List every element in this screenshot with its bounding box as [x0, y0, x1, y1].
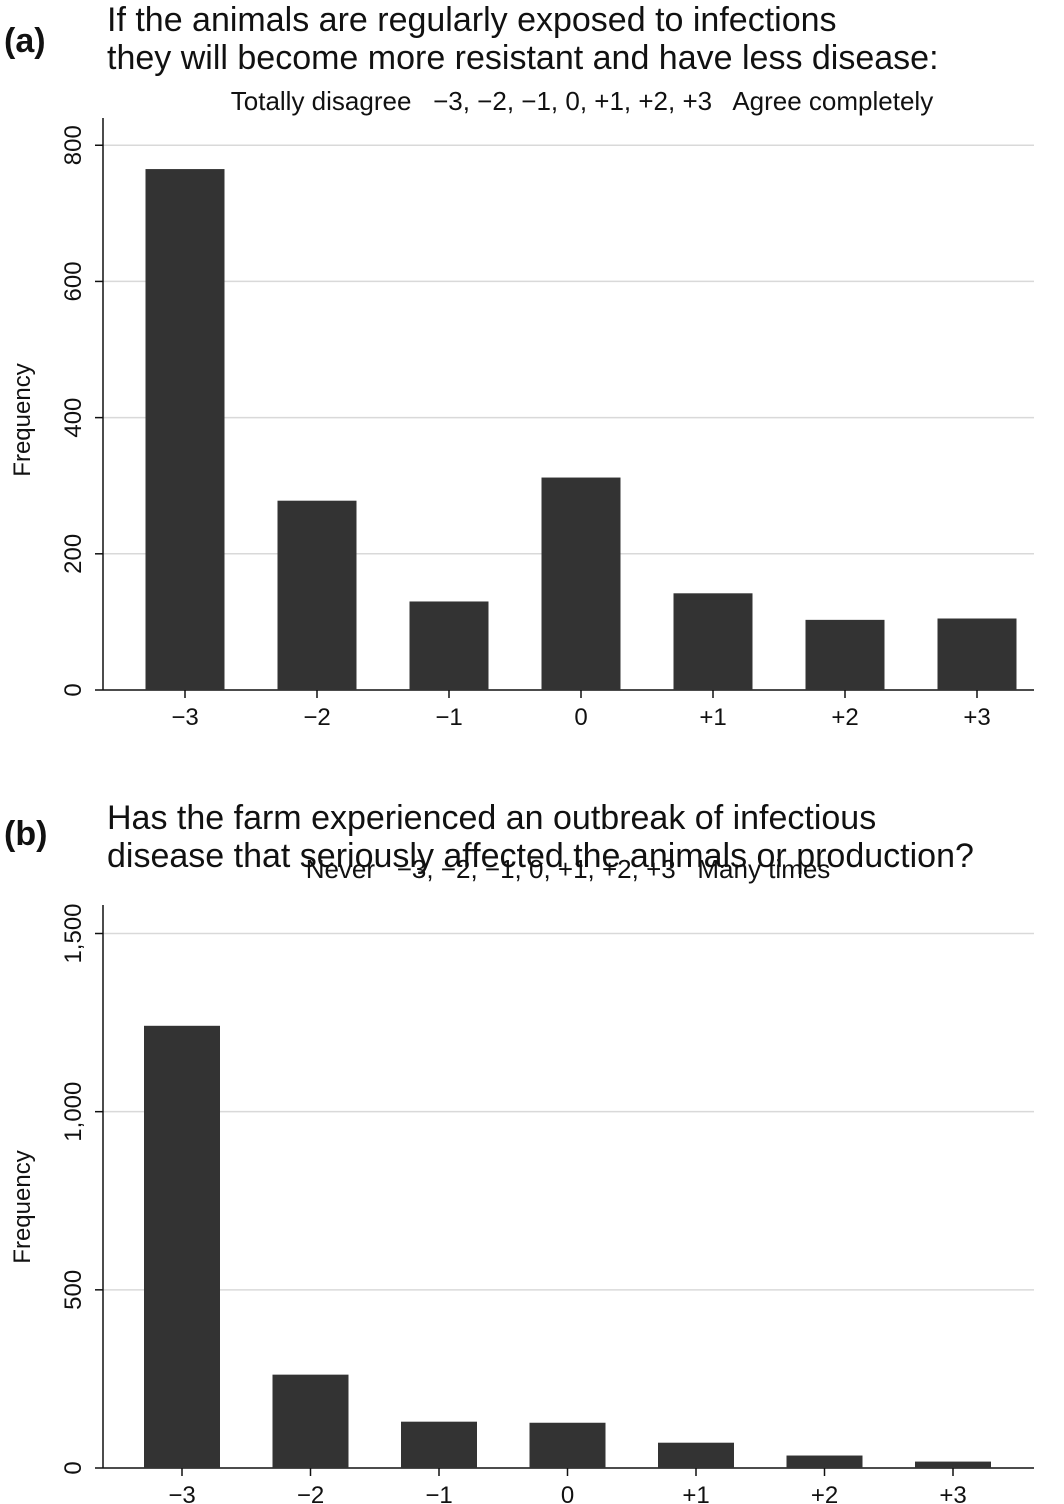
- panel-a-x-tick-label: −2: [303, 704, 330, 731]
- panel-a-y-tick-label: 400: [60, 398, 87, 438]
- panel-b-x-tick-label: −3: [168, 1482, 195, 1504]
- panel-b-bar: [658, 1442, 734, 1468]
- panel-a-x-tick-label: −1: [435, 704, 462, 731]
- panel-a-y-axis-label: Frequency: [9, 363, 36, 476]
- panel-a-x-tick-label: +3: [963, 704, 990, 731]
- panel-b-x-tick-label: 0: [561, 1482, 574, 1504]
- panel-a-x-tick-label: +2: [831, 704, 858, 731]
- panel-b-title-line-2: disease that seriously affected the anim…: [107, 837, 974, 875]
- panel-a-subtitle: Totally disagree −3, −2, −1, 0, +1, +2, …: [231, 86, 933, 116]
- panel-a-x-tick-label: 0: [574, 704, 587, 731]
- panel-b-title-line-1: Has the farm experienced an outbreak of …: [107, 799, 876, 837]
- panel-a-bar: [409, 601, 489, 690]
- panel-b-bar: [272, 1374, 349, 1468]
- panel-a-x-tick-label: −3: [171, 704, 198, 731]
- panel-a-y-tick-label: 0: [60, 683, 87, 696]
- panel-a-bar: [541, 477, 621, 690]
- panel-a-bar: [937, 618, 1017, 690]
- panel-b-y-tick-label: 0: [60, 1461, 87, 1474]
- panel-a-x-tick-label: +1: [699, 704, 726, 731]
- panel-b-x-tick-label: +1: [682, 1482, 709, 1504]
- panel-b-x-tick-label: −1: [425, 1482, 452, 1504]
- panel-b-x-tick-label: +3: [939, 1482, 966, 1504]
- panel-b-label: (b): [4, 815, 47, 853]
- panel-a-bar: [805, 619, 885, 690]
- panel-a-bar: [277, 500, 357, 690]
- panel-a-title-line-1: If the animals are regularly exposed to …: [107, 1, 837, 39]
- panel-a-label: (a): [4, 22, 46, 60]
- panel-a-y-tick-label: 600: [60, 261, 87, 301]
- panel-a-bar: [145, 169, 225, 691]
- panel-b-bar: [786, 1455, 863, 1468]
- panel-b-y-axis-label: Frequency: [9, 1150, 36, 1263]
- panel-a-title-line-2: they will become more resistant and have…: [107, 39, 939, 77]
- panel-a-plot-area: 0 200 400 600 800 −3 −2 −1 0 +1 +2 +3: [60, 118, 1034, 731]
- panel-b-x-tick-label: +2: [811, 1482, 838, 1504]
- panel-b-subtitle: Never −3, −2, −1, 0, +1, +2, +3 Many tim…: [306, 854, 831, 884]
- panel-b-y-tick-label: 1,500: [60, 903, 87, 963]
- panel-b-bar: [144, 1025, 220, 1468]
- panel-b-bar: [401, 1421, 477, 1468]
- panel-b-plot-area: 0 500 1,000 1,500 −3 −2 −1 0 +1 +2 +3: [60, 903, 1034, 1504]
- panel-b-bar: [529, 1422, 606, 1468]
- panel-b-x-tick-label: −2: [297, 1482, 324, 1504]
- panel-b-bar: [915, 1461, 991, 1468]
- panel-a-bar: [673, 593, 753, 690]
- panel-b-y-tick-label: 500: [60, 1270, 87, 1310]
- panel-a-y-tick-label: 800: [60, 125, 87, 165]
- panel-a-y-tick-label: 200: [60, 534, 87, 574]
- panel-b-y-tick-label: 1,000: [60, 1082, 87, 1142]
